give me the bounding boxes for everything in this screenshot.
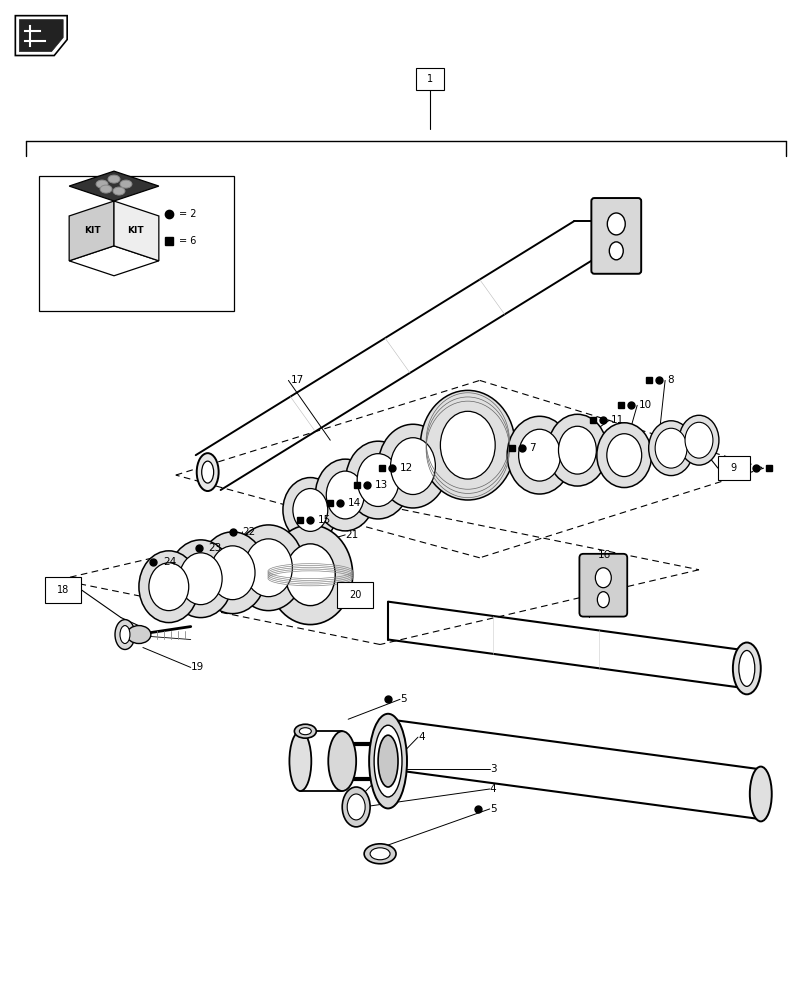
Text: 11: 11 xyxy=(611,415,624,425)
Ellipse shape xyxy=(357,454,398,506)
Ellipse shape xyxy=(289,731,311,791)
Text: 9: 9 xyxy=(730,463,736,473)
Ellipse shape xyxy=(749,767,770,821)
Ellipse shape xyxy=(648,421,693,476)
Ellipse shape xyxy=(607,213,624,235)
Polygon shape xyxy=(19,20,63,52)
Ellipse shape xyxy=(196,453,218,491)
Ellipse shape xyxy=(732,643,760,694)
Ellipse shape xyxy=(378,424,448,508)
Ellipse shape xyxy=(341,787,370,827)
Text: 3: 3 xyxy=(489,764,496,774)
Ellipse shape xyxy=(363,844,396,864)
Ellipse shape xyxy=(115,620,135,649)
Ellipse shape xyxy=(294,724,316,738)
Polygon shape xyxy=(114,201,159,261)
Ellipse shape xyxy=(596,423,651,488)
Text: 20: 20 xyxy=(349,590,361,600)
Ellipse shape xyxy=(179,553,222,605)
Ellipse shape xyxy=(120,180,131,188)
Ellipse shape xyxy=(390,438,435,495)
Ellipse shape xyxy=(370,848,389,860)
Ellipse shape xyxy=(606,434,641,477)
Ellipse shape xyxy=(654,428,686,468)
Text: 17: 17 xyxy=(290,375,303,385)
Ellipse shape xyxy=(127,626,151,644)
Ellipse shape xyxy=(547,414,607,486)
Ellipse shape xyxy=(100,185,112,193)
Ellipse shape xyxy=(608,242,623,260)
Ellipse shape xyxy=(282,478,337,542)
Polygon shape xyxy=(15,16,67,56)
Ellipse shape xyxy=(148,563,188,611)
Polygon shape xyxy=(69,171,159,201)
Ellipse shape xyxy=(108,175,120,183)
Ellipse shape xyxy=(440,411,495,479)
Text: 21: 21 xyxy=(345,530,358,540)
Text: 13: 13 xyxy=(375,480,388,490)
Text: 24: 24 xyxy=(163,557,176,567)
Ellipse shape xyxy=(293,489,328,531)
Text: KIT: KIT xyxy=(84,226,101,235)
Ellipse shape xyxy=(244,539,292,597)
Text: 12: 12 xyxy=(400,463,413,473)
Ellipse shape xyxy=(210,546,255,600)
Bar xyxy=(45,577,81,603)
Polygon shape xyxy=(69,246,159,276)
Text: = 6: = 6 xyxy=(178,236,196,246)
Ellipse shape xyxy=(558,426,595,474)
Ellipse shape xyxy=(347,794,365,820)
Ellipse shape xyxy=(594,568,611,588)
Ellipse shape xyxy=(201,461,213,483)
Text: 18: 18 xyxy=(57,585,69,595)
Text: 14: 14 xyxy=(348,498,361,508)
Ellipse shape xyxy=(268,525,352,625)
Ellipse shape xyxy=(369,714,406,808)
Text: = 2: = 2 xyxy=(178,209,196,219)
Ellipse shape xyxy=(420,390,514,500)
Ellipse shape xyxy=(315,459,375,531)
Ellipse shape xyxy=(120,626,130,644)
Polygon shape xyxy=(69,201,114,261)
Text: 4: 4 xyxy=(489,784,496,794)
Ellipse shape xyxy=(326,471,363,519)
Text: 4: 4 xyxy=(418,732,424,742)
Text: 7: 7 xyxy=(529,443,535,453)
Bar xyxy=(415,68,444,90)
Ellipse shape xyxy=(507,416,571,494)
Ellipse shape xyxy=(96,180,108,188)
Text: 8: 8 xyxy=(667,375,673,385)
Text: 10: 10 xyxy=(638,400,651,410)
Ellipse shape xyxy=(345,441,410,519)
Bar xyxy=(337,582,372,608)
Ellipse shape xyxy=(738,650,754,686)
Ellipse shape xyxy=(374,725,401,797)
Text: 16: 16 xyxy=(597,550,610,560)
Ellipse shape xyxy=(285,544,335,606)
Ellipse shape xyxy=(684,422,712,458)
Bar xyxy=(717,456,749,480)
Ellipse shape xyxy=(299,728,311,735)
Bar xyxy=(39,176,234,311)
FancyBboxPatch shape xyxy=(590,198,641,274)
Ellipse shape xyxy=(678,415,718,465)
Text: 5: 5 xyxy=(489,804,496,814)
Ellipse shape xyxy=(113,187,125,195)
Text: 22: 22 xyxy=(242,527,255,537)
Ellipse shape xyxy=(597,592,608,608)
Text: 15: 15 xyxy=(318,515,331,525)
Ellipse shape xyxy=(168,540,233,618)
Ellipse shape xyxy=(518,429,560,481)
FancyBboxPatch shape xyxy=(579,554,626,617)
Text: 1: 1 xyxy=(427,74,432,84)
Text: 23: 23 xyxy=(208,543,221,553)
Text: 5: 5 xyxy=(400,694,406,704)
Text: 19: 19 xyxy=(191,662,204,672)
Ellipse shape xyxy=(378,735,397,787)
Ellipse shape xyxy=(328,731,356,791)
Ellipse shape xyxy=(139,551,199,623)
Ellipse shape xyxy=(232,525,304,611)
Ellipse shape xyxy=(199,532,266,614)
Text: KIT: KIT xyxy=(127,226,144,235)
